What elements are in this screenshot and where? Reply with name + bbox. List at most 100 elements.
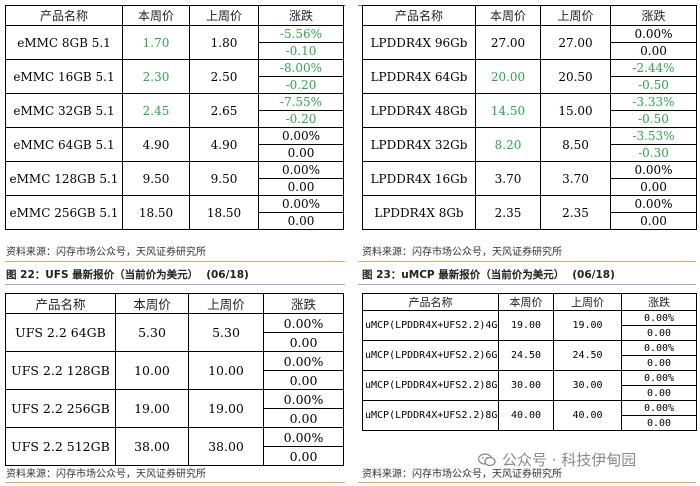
last-week-price: 8.50 <box>540 127 611 162</box>
change-amount: 0.00 <box>621 325 697 341</box>
table-row-change: -0.10 <box>6 42 344 60</box>
watermark-text: 公众号 · 科技伊甸园 <box>502 451 637 469</box>
change-percent: -3.53% <box>610 127 697 145</box>
this-week-price: 40.00 <box>498 400 554 431</box>
change-percent: -7.55% <box>258 93 344 111</box>
last-week-price: 38.00 <box>188 427 264 466</box>
change-amount: 0.00 <box>263 370 344 390</box>
change-amount: 0.00 <box>621 385 697 401</box>
table-row: LPDDR4X 48Gb 14.50 15.00 -3.33% <box>362 93 697 128</box>
table-row: UFS 2.2 64GB 5.30 5.30 0.00% <box>5 313 344 352</box>
this-week-price: 8.20 <box>475 127 541 162</box>
last-week-price: 3.70 <box>540 161 611 196</box>
figure-22-title: 图 22：UFS 最新报价（当前价为美元） <box>6 269 199 281</box>
change-percent: 0.00% <box>263 389 344 409</box>
header-change: 涨跌 <box>621 293 697 311</box>
figure-23-title: 图 23：uMCP 最新报价（当前价为美元） <box>362 269 565 281</box>
table-row: UFS 2.2 512GB 38.00 38.00 0.00% <box>5 427 344 466</box>
change-amount: -0.20 <box>258 76 344 94</box>
change-amount: 0.00 <box>258 144 344 162</box>
table-row: uMCP(LPDDR4X+UFS2.2)8GB+128GB30.0030.000… <box>362 370 697 401</box>
last-week-price: 20.50 <box>540 59 611 94</box>
umcp-price-table: 产品名称本周价上周价涨跌uMCP(LPDDR4X+UFS2.2)4GB+128G… <box>362 293 697 431</box>
table-row: eMMC 64GB 5.1 4.90 4.90 0.00% <box>5 127 344 162</box>
last-week-price: 19.00 <box>188 389 264 428</box>
this-week-price: 30.00 <box>498 370 554 401</box>
header-last-week: 上周价 <box>189 5 259 26</box>
header-product-name: 产品名称 <box>362 293 499 311</box>
change-percent: 0.00% <box>258 127 344 145</box>
table-row-change: -0.50 <box>363 76 697 94</box>
last-week-price: 27.00 <box>540 25 611 60</box>
change-amount: 0.00 <box>263 408 344 428</box>
change-amount: 0.00 <box>263 446 344 466</box>
header-last-week: 上周价 <box>553 293 622 311</box>
change-amount: -0.30 <box>610 144 697 162</box>
header-row: 产品名称 本周价 上周价 涨跌 <box>5 5 344 26</box>
table-row: LPDDR4X 64Gb 20.00 20.50 -2.44% <box>362 59 697 94</box>
product-name: uMCP(LPDDR4X+UFS2.2)6GB+128GB <box>362 340 499 371</box>
product-name: LPDDR4X 8Gb <box>362 195 476 230</box>
header-change: 涨跌 <box>258 5 344 26</box>
change-amount: 0.00 <box>610 212 697 230</box>
this-week-price: 2.35 <box>475 195 541 230</box>
this-week-price: 18.50 <box>122 195 190 230</box>
source-note-emmc: 资料来源：闪存市场公众号，天风证券研究所 <box>6 247 206 258</box>
table-row: LPDDR4X 32Gb 8.20 8.50 -3.53% <box>362 127 697 162</box>
table-row-change: 0.00 <box>6 212 344 230</box>
product-name: uMCP(LPDDR4X+UFS2.2)8GB+256GB <box>362 400 499 431</box>
this-week-price: 2.45 <box>122 93 190 128</box>
header-last-week: 上周价 <box>540 5 611 26</box>
change-percent: -8.00% <box>258 59 344 77</box>
change-amount: 0.00 <box>263 332 344 352</box>
table-row: uMCP(LPDDR4X+UFS2.2)4GB+128GB19.0019.000… <box>362 310 697 341</box>
table-row: LPDDR4X 96Gb 27.00 27.00 0.00% <box>362 25 697 60</box>
product-name: LPDDR4X 64Gb <box>362 59 476 94</box>
header-product-name: 产品名称 <box>5 293 116 314</box>
this-week-price: 2.30 <box>122 59 190 94</box>
change-percent: -3.33% <box>610 93 697 111</box>
change-percent: 0.00% <box>621 370 697 386</box>
product-name: LPDDR4X 48Gb <box>362 93 476 128</box>
change-percent: 0.00% <box>263 313 344 333</box>
change-amount: -0.50 <box>610 110 697 128</box>
table-row: eMMC 32GB 5.1 2.45 2.65 -7.55% <box>5 93 344 128</box>
table-row: eMMC 256GB 5.1 18.50 18.50 0.00% <box>5 195 344 230</box>
this-week-price: 20.00 <box>475 59 541 94</box>
last-week-price: 30.00 <box>553 370 622 401</box>
table-row: eMMC 128GB 5.1 9.50 9.50 0.00% <box>5 161 344 196</box>
table-row-change: 0.00 <box>6 370 344 390</box>
table-row-change: 0.00 <box>363 212 697 230</box>
this-week-price: 5.30 <box>115 313 189 352</box>
change-percent: 0.00% <box>610 195 697 213</box>
change-percent: 0.00% <box>621 400 697 416</box>
product-name: LPDDR4X 32Gb <box>362 127 476 162</box>
header-change: 涨跌 <box>263 293 344 314</box>
this-week-price: 27.00 <box>475 25 541 60</box>
this-week-price: 10.00 <box>115 351 189 390</box>
source-note-lpddr4x: 资料来源：闪存市场公众号，天风证券研究所 <box>362 247 562 258</box>
this-week-price: 4.90 <box>122 127 190 162</box>
last-week-price: 40.00 <box>553 400 622 431</box>
last-week-price: 10.00 <box>188 351 264 390</box>
table-row-change: -0.20 <box>6 110 344 128</box>
change-percent: 0.00% <box>258 195 344 213</box>
change-amount: 0.00 <box>621 415 697 431</box>
product-name: uMCP(LPDDR4X+UFS2.2)4GB+128GB <box>362 310 499 341</box>
source-rule-umcp <box>358 482 696 483</box>
product-name: LPDDR4X 16Gb <box>362 161 476 196</box>
header-product-name: 产品名称 <box>362 5 476 26</box>
ufs-price-table: 产品名称 本周价 上周价 涨跌 UFS 2.2 64GB 5.30 5.30 0.00% 0.0… <box>5 293 344 466</box>
table-row: uMCP(LPDDR4X+UFS2.2)8GB+256GB40.0040.000… <box>362 400 697 431</box>
last-week-price: 1.80 <box>189 25 259 60</box>
change-percent: 0.00% <box>258 161 344 179</box>
change-percent: 0.00% <box>263 427 344 447</box>
header-row: 产品名称 本周价 上周价 涨跌 <box>362 5 697 26</box>
product-name: eMMC 16GB 5.1 <box>5 59 123 94</box>
product-name: LPDDR4X 96Gb <box>362 25 476 60</box>
table-row-change: 0.00 <box>6 332 344 352</box>
last-week-price: 24.50 <box>553 340 622 371</box>
caption-rule-left <box>5 284 345 285</box>
last-week-price: 2.50 <box>189 59 259 94</box>
change-percent: -5.56% <box>258 25 344 43</box>
